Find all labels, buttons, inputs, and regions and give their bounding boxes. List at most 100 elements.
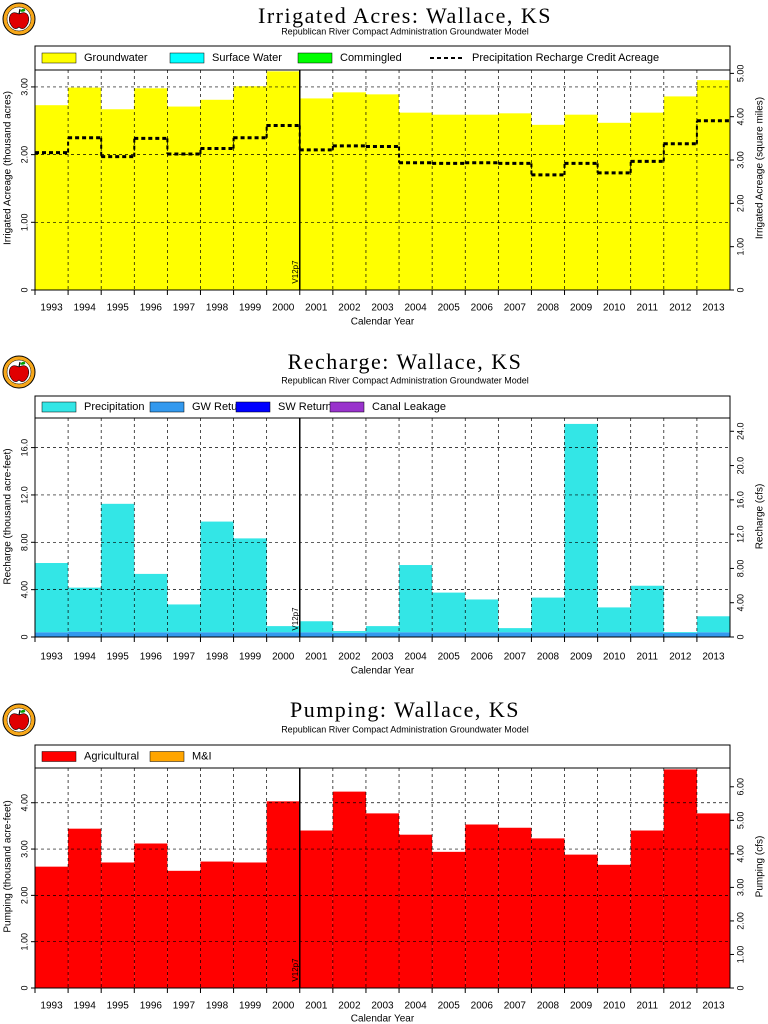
x-tick-label: 2006	[471, 652, 494, 663]
bar-segment	[663, 632, 697, 637]
bar-segment	[35, 563, 69, 633]
x-tick-label: 2004	[404, 303, 427, 314]
y2-tick-label: 20.0	[735, 457, 745, 475]
x-tick-label: 2012	[669, 652, 692, 663]
bar-segment	[399, 565, 433, 633]
bar-segment	[663, 632, 697, 633]
chart-title: Pumping: Wallace, KS	[290, 697, 520, 722]
bar-segment	[299, 621, 333, 633]
bar-segment	[68, 587, 102, 632]
legend-swatch	[41, 52, 77, 64]
y-tick-label: 4.00	[19, 794, 29, 812]
legend-label: Agricultural	[84, 750, 139, 762]
bar-segment	[432, 632, 466, 637]
bar-segment	[233, 862, 267, 988]
y-tick-label: 1.00	[19, 933, 29, 951]
y2-tick-label: 5.00	[735, 812, 745, 830]
x-tick-label: 2003	[371, 1001, 394, 1012]
annotation: V12p7	[291, 958, 300, 982]
x-tick-label: 1998	[206, 1001, 229, 1012]
legend-swatch	[149, 401, 185, 413]
bar-segment	[266, 632, 300, 637]
x-tick-label: 1996	[140, 303, 163, 314]
bar-segment	[35, 866, 69, 988]
bar-segment	[332, 92, 366, 290]
bar-segment	[399, 632, 433, 637]
bar-segment	[266, 71, 300, 290]
y2-tick-label: 16.0	[735, 491, 745, 509]
y2-tick-label: 4.00	[735, 594, 745, 612]
y-tick-label: 8.00	[19, 534, 29, 552]
x-tick-label: 2000	[272, 303, 295, 314]
legend-swatch	[329, 401, 365, 413]
bar-segment	[134, 843, 168, 988]
x-tick-label: 2005	[438, 303, 461, 314]
y-tick-label: 4.00	[19, 581, 29, 599]
x-tick-label: 2005	[438, 652, 461, 663]
bar-segment	[101, 109, 135, 290]
x-tick-label: 2011	[637, 303, 659, 314]
y2-axis-label: Recharge (cfs)	[755, 484, 766, 550]
x-tick-label: 1998	[206, 652, 229, 663]
x-tick-label: 2013	[702, 1001, 725, 1012]
bar-segment	[299, 98, 333, 290]
chart-title: Recharge: Wallace, KS	[288, 349, 523, 374]
y2-tick-label: 4.00	[735, 845, 745, 863]
logo	[2, 2, 36, 36]
y-tick-label: 2.00	[19, 887, 29, 905]
bar-segment	[630, 112, 664, 291]
bar-segment	[233, 632, 267, 637]
bar-segment	[200, 632, 234, 637]
y2-tick-label: 0	[735, 985, 745, 990]
x-tick-label: 2013	[702, 303, 725, 314]
bar-segment	[200, 99, 234, 291]
bar-segment	[101, 503, 135, 633]
y2-axis-label: Pumping (cfs)	[755, 836, 766, 898]
x-tick-label: 2010	[603, 1001, 626, 1012]
bar-segment	[68, 631, 102, 637]
x-tick-label: 2006	[471, 303, 494, 314]
bar-segment	[564, 114, 598, 290]
x-tick-label: 2003	[371, 303, 394, 314]
legend-swatch	[149, 751, 185, 762]
y2-axis-label: Irrigated Acreage (square miles)	[755, 97, 766, 239]
x-tick-label: 2001	[305, 652, 328, 663]
bar-segment	[696, 632, 730, 637]
y2-tick-label: 0	[735, 287, 745, 292]
x-tick-label: 2008	[537, 303, 560, 314]
bar-segment	[167, 604, 201, 633]
x-tick-label: 2005	[438, 1001, 461, 1012]
x-tick-label: 2013	[702, 652, 725, 663]
x-tick-label: 2006	[471, 1001, 494, 1012]
y2-tick-label: 0	[735, 634, 745, 639]
y-tick-label: 3.00	[19, 840, 29, 858]
chart-subtitle: Republican River Compact Administration …	[281, 724, 529, 734]
bar-segment	[663, 96, 697, 291]
bar-segment	[134, 573, 168, 633]
x-tick-label: 1997	[173, 1001, 196, 1012]
y-tick-label: 3.00	[19, 78, 29, 96]
chart-title: Irrigated Acres: Wallace, KS	[258, 3, 552, 28]
bar-segment	[597, 607, 631, 633]
x-tick-label: 1996	[140, 652, 163, 663]
x-tick-label: 2011	[637, 652, 659, 663]
x-tick-label: 2011	[637, 1001, 659, 1012]
x-tick-label: 2003	[371, 652, 394, 663]
annotation: V12p7	[291, 260, 300, 284]
x-tick-label: 1999	[239, 1001, 262, 1012]
bar-segment	[465, 599, 499, 633]
bar-segment	[332, 631, 366, 633]
y-axis-label: Recharge (thousand acre-feet)	[3, 448, 14, 584]
bar-segment	[597, 632, 631, 637]
x-tick-label: 1998	[206, 303, 229, 314]
x-tick-label: 2010	[603, 303, 626, 314]
bar-segment	[299, 830, 333, 988]
y2-tick-label: 2.00	[735, 912, 745, 930]
x-tick-label: 2002	[338, 1001, 361, 1012]
bar-segment	[630, 585, 664, 633]
x-tick-label: 1999	[239, 303, 262, 314]
legend-swatch	[297, 52, 333, 64]
legend-label: M&I	[192, 750, 212, 762]
bar-segment	[299, 632, 333, 637]
